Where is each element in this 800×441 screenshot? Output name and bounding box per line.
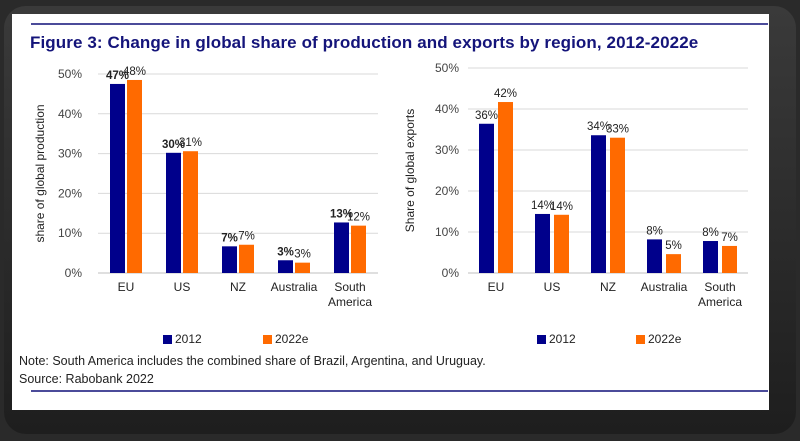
x-category-label: EU (118, 280, 135, 294)
x-category-label: South (334, 280, 365, 294)
data-label: 7% (721, 232, 738, 244)
data-label: 48% (123, 66, 146, 78)
figure-note: Note: South America includes the combine… (19, 354, 486, 368)
data-label: 5% (665, 240, 682, 252)
legend-label-2012: 2012 (549, 332, 576, 346)
top-rule (31, 23, 768, 25)
bottom-rule (31, 390, 768, 392)
data-label: 7% (238, 231, 255, 243)
bar-2012-australia (647, 239, 662, 273)
y-tick-label: 20% (58, 186, 82, 200)
y-tick-label: 30% (435, 143, 459, 157)
x-category-label: America (698, 295, 742, 309)
x-category-label: NZ (600, 280, 616, 294)
bar-2022e-south-america (722, 245, 737, 273)
bar-2022e-australia (666, 254, 681, 273)
bar-2012-nz (591, 135, 606, 273)
data-label: 3% (277, 246, 294, 258)
data-label: 7% (221, 232, 238, 244)
bar-2022e-nz (610, 137, 625, 273)
x-category-label: South (704, 280, 735, 294)
legend-swatch-2022e (636, 334, 645, 344)
x-category-label: Australia (641, 280, 688, 294)
y-tick-label: 40% (58, 107, 82, 121)
x-category-label: EU (488, 280, 505, 294)
y-tick-label: 10% (435, 225, 459, 239)
data-label: 3% (294, 249, 311, 261)
bar-2022e-nz (239, 244, 254, 273)
y-axis-label: share of global production (33, 104, 47, 242)
bar-2022e-eu (127, 79, 142, 273)
data-label: 14% (550, 201, 573, 213)
legend-production-2012: 2012 (163, 332, 202, 346)
bar-2022e-eu (498, 102, 513, 273)
legend-label-2012: 2012 (175, 332, 202, 346)
x-category-label: America (328, 295, 372, 309)
production-chart: 0% 10% 20% 30% 40% 50% share of global product… (33, 66, 378, 309)
bar-2012-south-america (334, 222, 349, 273)
data-label: 36% (475, 110, 498, 122)
figure-title: Figure 3: Change in global share of prod… (30, 33, 699, 52)
legend-label-2022e: 2022e (275, 332, 309, 346)
bar-2012-eu (110, 83, 125, 273)
bar-2012-eu (479, 123, 494, 273)
bar-2012-us (166, 152, 181, 273)
y-tick-label: 30% (58, 147, 82, 161)
x-category-label: Australia (271, 280, 318, 294)
data-label: 8% (702, 227, 719, 239)
data-label: 13% (330, 208, 353, 220)
legend-swatch-2012 (537, 334, 546, 344)
data-label: 12% (347, 212, 370, 224)
y-tick-label: 0% (65, 266, 83, 280)
data-label: 30% (162, 139, 185, 151)
data-label: 42% (494, 88, 517, 100)
bar-2012-nz (222, 246, 237, 273)
x-category-label: US (174, 280, 191, 294)
bar-2022e-south-america (351, 225, 366, 273)
data-label: 47% (106, 70, 129, 82)
legend-swatch-2022e (263, 334, 272, 344)
legend-exports-2022e: 2022e (636, 332, 681, 346)
y-tick-label: 50% (435, 61, 459, 75)
data-label: 14% (531, 200, 554, 212)
y-tick-label: 20% (435, 184, 459, 198)
exports-chart: 0% 10% 20% 30% 40% 50% Share of global exports… (403, 61, 748, 309)
data-label: 33% (606, 124, 629, 136)
bar-2012-south-america (703, 241, 718, 273)
bar-2012-us (535, 213, 550, 273)
data-label: 31% (179, 137, 202, 149)
legend-swatch-2012 (163, 334, 172, 344)
x-category-label: US (544, 280, 561, 294)
bar-2012-australia (278, 260, 293, 273)
figure-source: Source: Rabobank 2022 (19, 372, 154, 386)
data-label: 8% (646, 225, 663, 237)
y-axis-label: Share of global exports (403, 109, 417, 232)
y-tick-label: 0% (442, 266, 460, 280)
legend-label-2022e: 2022e (648, 332, 682, 346)
y-tick-label: 40% (435, 102, 459, 116)
x-category-label: NZ (230, 280, 246, 294)
bar-2022e-us (183, 151, 198, 273)
legend-exports-2012: 2012 (537, 332, 576, 346)
bar-2022e-us (554, 214, 569, 273)
y-tick-label: 50% (58, 67, 82, 81)
legend-production-2022e: 2022e (263, 332, 308, 346)
bar-2022e-australia (295, 262, 310, 273)
y-tick-label: 10% (58, 226, 82, 240)
data-label: 34% (587, 121, 610, 133)
